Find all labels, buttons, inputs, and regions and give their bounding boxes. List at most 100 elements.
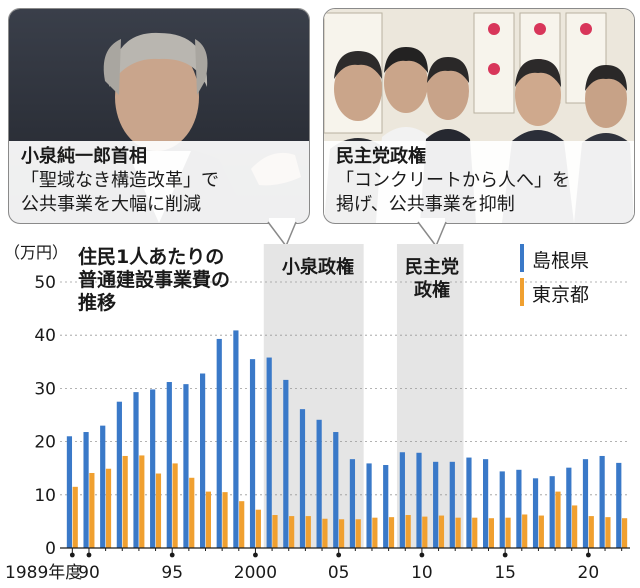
bar-tokyo-1996 bbox=[189, 477, 195, 548]
bar-tokyo-2016 bbox=[522, 514, 528, 548]
bar-tokyo-1990 bbox=[89, 472, 95, 548]
bar-shimane-2018 bbox=[549, 476, 555, 548]
bar-tokyo-1992 bbox=[122, 455, 128, 548]
bar-tokyo-2000 bbox=[255, 509, 261, 548]
x-tick-marker bbox=[253, 552, 258, 558]
chart-title-line: 推移 bbox=[78, 292, 117, 314]
bar-shimane-2015 bbox=[499, 471, 505, 548]
bar-shimane-1998 bbox=[216, 338, 222, 548]
bar-shimane-2017 bbox=[532, 478, 539, 548]
x-tick-label: 95 bbox=[161, 563, 183, 583]
bar-shimane-1992 bbox=[116, 401, 122, 548]
bar-shimane-2004 bbox=[316, 419, 322, 548]
x-tick-marker bbox=[336, 552, 342, 558]
chart-title: 住民1人あたりの 普通建設事業費の 推移 bbox=[78, 246, 230, 315]
bar-shimane-1996 bbox=[183, 384, 189, 548]
bar-shimane-1994 bbox=[150, 389, 156, 548]
bar-tokyo-2019 bbox=[572, 505, 578, 548]
bar-shimane-2020 bbox=[582, 459, 589, 548]
bar-tokyo-1993 bbox=[139, 455, 145, 548]
bar-tokyo-2001 bbox=[272, 515, 278, 548]
callout-title: 民主党政権 bbox=[336, 146, 426, 167]
bar-tokyo-1997 bbox=[205, 491, 211, 548]
x-tick-label: 10 bbox=[411, 563, 433, 583]
period-label-line: 民主党 bbox=[405, 257, 459, 278]
bar-tokyo-2005 bbox=[338, 519, 345, 548]
bar-shimane-2001 bbox=[266, 357, 272, 548]
x-tick-label: 90 bbox=[78, 563, 100, 583]
bar-shimane-2002 bbox=[283, 379, 289, 548]
chart-title-line: 住民1人あたりの bbox=[78, 246, 225, 268]
callout-line: 「聖域なき構造改革」で bbox=[21, 170, 219, 191]
x-tick-marker bbox=[69, 552, 75, 558]
bar-tokyo-2015 bbox=[505, 517, 511, 548]
dpj-callout: 民主党政権 「コンクリートから人へ」を 掲げ、公共事業を抑制 bbox=[323, 8, 635, 224]
legend-swatch-shimane bbox=[520, 244, 524, 272]
shaded-period-0 bbox=[263, 244, 364, 548]
bar-tokyo-1995 bbox=[172, 463, 178, 548]
bar-shimane-2005 bbox=[333, 432, 339, 548]
bar-shimane-2011 bbox=[433, 461, 439, 548]
bar-shimane-2009 bbox=[399, 452, 405, 548]
bar-tokyo-2007 bbox=[372, 517, 378, 548]
period-label-line: 小泉政権 bbox=[282, 257, 354, 278]
bar-shimane-1999 bbox=[233, 330, 239, 548]
bar-tokyo-1991 bbox=[105, 468, 112, 548]
x-tick-label: 15 bbox=[494, 563, 516, 583]
bar-tokyo-1994 bbox=[155, 473, 162, 548]
bar-tokyo-2013 bbox=[472, 517, 478, 548]
y-tick-label: 0 bbox=[45, 539, 56, 559]
bar-shimane-1990 bbox=[83, 432, 89, 548]
x-tick-label: 05 bbox=[328, 563, 350, 583]
bar-tokyo-2022 bbox=[621, 518, 628, 548]
bar-shimane-1995 bbox=[166, 382, 172, 548]
bar-shimane-1991 bbox=[100, 425, 106, 548]
y-tick-label: 40 bbox=[34, 326, 56, 346]
period-label-line: 政権 bbox=[414, 280, 450, 301]
y-tick-label: 30 bbox=[34, 379, 56, 399]
bar-tokyo-1989 bbox=[72, 486, 78, 548]
bar-shimane-2008 bbox=[383, 465, 389, 548]
bar-tokyo-2002 bbox=[289, 516, 295, 548]
koizumi-callout: 小泉純一郎首相 「聖域なき構造改革」で 公共事業を大幅に削減 bbox=[8, 8, 310, 224]
bar-tokyo-2018 bbox=[555, 491, 561, 548]
bar-shimane-2006 bbox=[349, 459, 356, 548]
bar-shimane-2010 bbox=[416, 452, 422, 548]
bar-tokyo-2009 bbox=[405, 515, 411, 548]
bar-shimane-1989 bbox=[66, 436, 73, 548]
koizumi-caption: 小泉純一郎首相 「聖域なき構造改革」で 公共事業を大幅に削減 bbox=[9, 141, 309, 223]
bar-tokyo-1999 bbox=[239, 501, 245, 548]
bar-tokyo-2020 bbox=[588, 516, 594, 548]
x-tick-marker bbox=[585, 552, 591, 558]
legend-label-tokyo: 東京都 bbox=[532, 284, 590, 306]
bar-shimane-2014 bbox=[483, 459, 489, 548]
x-tick-label: 20 bbox=[578, 563, 600, 583]
bar-tokyo-2010 bbox=[422, 516, 428, 548]
legend-label-shimane: 島根県 bbox=[532, 250, 590, 272]
x-tick-label: 2000 bbox=[234, 563, 277, 583]
x-tick-label: 1989年度 bbox=[5, 563, 82, 583]
x-tick-marker bbox=[86, 552, 92, 558]
callout-title: 小泉純一郎首相 bbox=[21, 146, 147, 167]
bar-shimane-2003 bbox=[299, 409, 306, 548]
x-tick-marker bbox=[419, 552, 425, 558]
bar-tokyo-2014 bbox=[488, 518, 494, 548]
bar-tokyo-2012 bbox=[455, 517, 461, 548]
bar-shimane-1997 bbox=[200, 373, 206, 548]
dpj-period-label: 民主党 政権 bbox=[400, 256, 464, 302]
y-axis-unit-label: （万円） bbox=[4, 243, 68, 262]
bar-tokyo-2004 bbox=[322, 518, 328, 548]
bar-tokyo-2011 bbox=[438, 515, 445, 548]
y-tick-label: 20 bbox=[34, 433, 56, 453]
bar-shimane-2000 bbox=[249, 359, 256, 548]
bar-shimane-2012 bbox=[449, 461, 455, 548]
bar-shimane-2021 bbox=[599, 455, 605, 548]
callout-line: 公共事業を大幅に削減 bbox=[21, 194, 201, 215]
bar-tokyo-2017 bbox=[538, 515, 544, 548]
bar-shimane-2013 bbox=[466, 457, 472, 548]
bar-shimane-2007 bbox=[366, 463, 372, 548]
bar-shimane-2019 bbox=[566, 467, 572, 548]
y-tick-label: 50 bbox=[34, 273, 56, 293]
y-tick-label: 10 bbox=[34, 486, 56, 506]
